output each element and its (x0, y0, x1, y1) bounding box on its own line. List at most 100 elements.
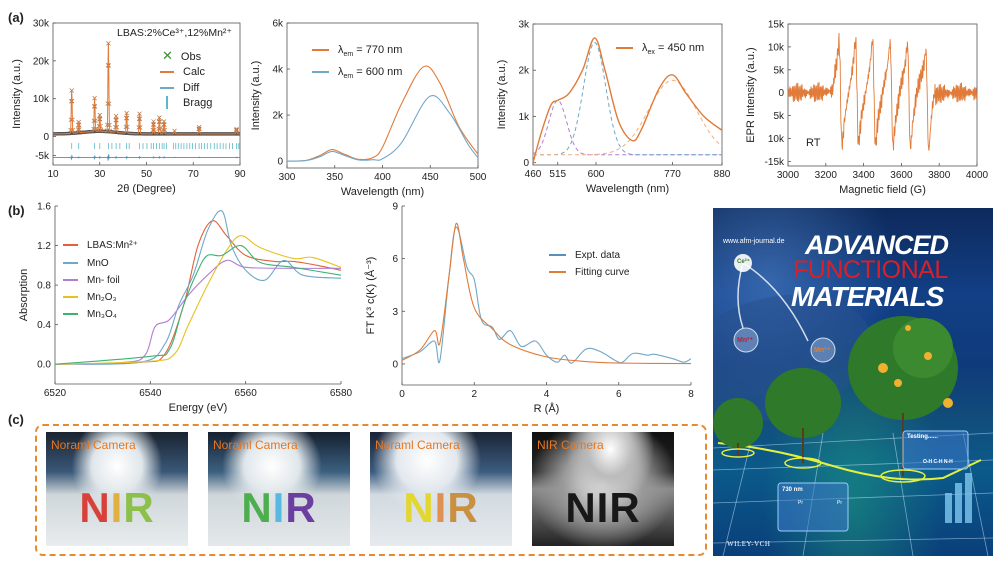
chart-xrd: 10 30 50 70 90 -5k 0 10k 20k 30k 2θ (Degree) Intens… (11, 19, 246, 196)
cover-pr-2: Pr (837, 500, 842, 506)
x-tick-label: 300 (279, 172, 296, 183)
legend-swatch (160, 96, 174, 110)
nir-letter: I (272, 484, 286, 531)
series-line-0 (54, 220, 342, 365)
x-tick-label: 4 (544, 389, 550, 400)
legend-swatch (312, 71, 329, 74)
x-tick-label: 400 (374, 172, 391, 183)
x-tick-label: 30 (94, 169, 106, 180)
fit-component-0 (532, 99, 722, 156)
y-tick-label: 1.6 (37, 202, 51, 213)
photo-1: Noraml Camera NIR (46, 432, 188, 546)
photo-nir-letters: NIR (370, 484, 512, 532)
series-line-1 (286, 95, 479, 162)
y-tick-label: 0 (523, 158, 529, 169)
ple-legend-770: λem = 770 nm (312, 44, 402, 61)
y-tick-label: -15k (765, 157, 785, 168)
chart-ple: 300 350 400 450 500 0 2k 4k 6k Wavelength (nm) Int… (250, 19, 487, 199)
panel-label-c: (c) (8, 412, 24, 427)
cover-pr-1: Pr (798, 500, 803, 506)
y-tick-label: 2k (518, 66, 530, 77)
x-tick-label: 8 (688, 389, 694, 400)
chart-exafs: 0 2 4 6 8 0 3 6 9 R (Å) FT K³ c(K) (Å⁻³) (364, 202, 694, 416)
xrd-title: LBAS:2%Ce³⁺,12%Mn²⁺ (117, 27, 232, 39)
x-tick-label: 3600 (890, 170, 913, 181)
y-axis-label: Intensity (a.u.) (11, 59, 23, 129)
y-tick-label: 0 (277, 157, 283, 168)
x-tick-label: 3200 (815, 170, 838, 181)
x-tick-label: 500 (470, 172, 487, 183)
y-tick-label: 0 (43, 132, 49, 143)
x-tick-label: 70 (188, 169, 200, 180)
legend-swatch (616, 47, 633, 50)
nir-letter: N (79, 484, 111, 531)
xanes-legend-lbas: LBAS:Mn²⁺ (63, 240, 138, 252)
y-tick-label: 5k (773, 111, 785, 122)
x-tick-label: 460 (525, 169, 542, 180)
cover-wavelength: 730 nm (782, 487, 803, 493)
x-tick-label: 90 (234, 169, 246, 180)
nir-letter: R (447, 484, 479, 531)
legend-label: λ (338, 44, 344, 56)
legend-swatch (63, 244, 78, 247)
xanes-legend-mno: MnO (63, 258, 109, 270)
x-axis-label: R (Å) (534, 402, 560, 415)
x-tick-label: 770 (664, 169, 681, 180)
legend-label-sub: em (343, 51, 354, 59)
x-tick-label: 6 (616, 389, 622, 400)
nir-letter: R (285, 484, 317, 531)
x-axis-label: Magnetic field (G) (839, 184, 926, 196)
x-tick-label: 3000 (777, 170, 800, 181)
diff-line (53, 154, 240, 161)
epr-line (787, 32, 978, 151)
legend-swatch (63, 296, 78, 299)
cover-art (713, 254, 993, 556)
y-tick-label: 6k (272, 19, 284, 30)
cover-ion-mn-1: Mn²⁺ (737, 337, 754, 344)
exafs-legend-fit: Fitting curve (549, 267, 629, 279)
y-tick-label: -5k (35, 151, 50, 162)
y-tick-label: 3k (518, 20, 530, 31)
legend-label-rest: = 600 nm (353, 66, 403, 78)
pl-legend: λex = 450 nm (616, 42, 704, 59)
y-tick-label: 0 (392, 359, 398, 370)
y-axis-label: EPR Intensity (a.u.) (745, 47, 757, 142)
x-tick-label: 450 (422, 172, 439, 183)
photo-nir-letters: NIR (46, 484, 188, 532)
nir-letter: N (403, 484, 435, 531)
pl-line (532, 37, 723, 163)
nir-letter: N (565, 484, 597, 531)
photo-nir-letters: NIR (532, 484, 674, 532)
y-tick-label: 10k (768, 134, 785, 145)
xrd-legend-obs: ✕ Obs (162, 49, 202, 63)
plot-frame (532, 23, 723, 166)
xrd-legend-bragg: Bragg (160, 96, 212, 110)
series-line-1 (54, 210, 342, 365)
plot-frame (52, 22, 241, 166)
legend-label-sub: ex (647, 49, 655, 57)
nir-letter: I (434, 484, 448, 531)
y-tick-label: 1.2 (37, 241, 51, 252)
cover-bonds: O-H C-H N-H (923, 459, 953, 465)
y-tick-label: 5k (773, 65, 785, 76)
epr-annotation: RT (806, 137, 821, 149)
legend-swatch (63, 262, 78, 265)
legend-swatch (160, 71, 174, 74)
legend-label: Mn- foil (87, 275, 120, 286)
y-tick-label: 6 (392, 254, 398, 265)
panel-label-a: (a) (8, 10, 24, 25)
legend-swatch (63, 313, 78, 316)
photo-2: Noraml Camera NIR (208, 432, 350, 546)
series-line-0 (401, 226, 692, 364)
nir-letter: N (241, 484, 273, 531)
journal-cover: www.afm-journal.de ADVANCED FUNCTIONAL M… (713, 208, 993, 556)
legend-swatch (549, 254, 566, 257)
xrd-legend-diff: Diff (160, 82, 199, 94)
legend-label: Obs (180, 51, 202, 63)
x-tick-label: 6520 (44, 388, 67, 399)
ple-legend-600: λem = 600 nm (312, 66, 402, 83)
x-axis-label: 2θ (Degree) (117, 183, 176, 195)
series-line-2 (54, 259, 342, 365)
legend-label: MnO (87, 258, 109, 269)
legend-label: LBAS:Mn²⁺ (87, 240, 138, 251)
